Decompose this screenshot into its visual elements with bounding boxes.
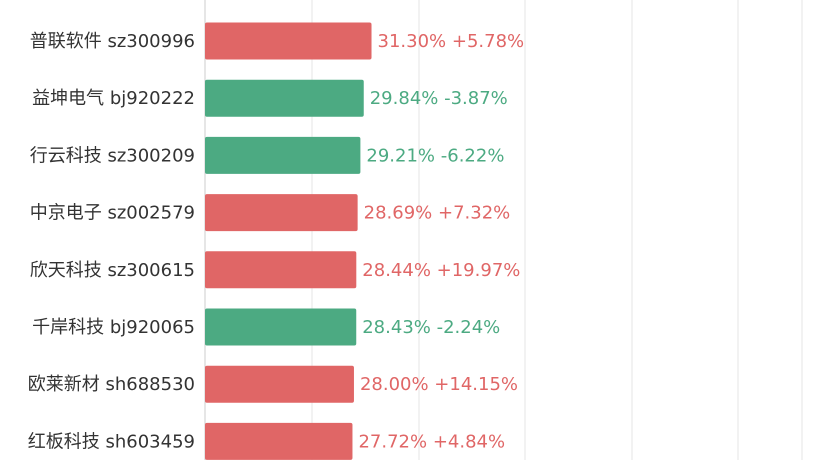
value-label: 28.44% +19.97% (362, 260, 520, 281)
value-label: 28.43% -2.24% (362, 317, 500, 338)
bar-2 (205, 136, 361, 174)
value-label: 29.21% -6.22% (366, 145, 504, 166)
value-label: 28.69% +7.32% (364, 203, 511, 224)
value-labels: 31.30% +5.78% 29.84% -3.87% 29.21% -6.22% 2… (358, 31, 524, 452)
category-labels: 普联软件 sz300996 益坤电气 bj920222 行云科技 sz300209 中… (28, 31, 195, 452)
category-label: 普联软件 sz300996 (30, 31, 195, 52)
category-label: 欧莱新材 sh688530 (28, 374, 195, 395)
bar-4 (205, 251, 357, 289)
category-label: 红板科技 sh603459 (28, 431, 195, 452)
bar-6 (205, 365, 354, 403)
value-label: 31.30% +5.78% (378, 31, 525, 52)
bar-group (205, 22, 372, 460)
category-label: 行云科技 sz300209 (30, 145, 195, 166)
bar-3 (205, 194, 358, 232)
value-label: 29.84% -3.87% (370, 88, 508, 109)
grid-lines (204, 0, 803, 460)
category-label: 益坤电气 bj920222 (32, 88, 195, 109)
bar-7 (205, 422, 353, 460)
bar-0 (205, 22, 372, 60)
bar-1 (205, 79, 364, 117)
category-label: 千岸科技 bj920065 (32, 317, 195, 338)
bar-5 (205, 308, 357, 346)
category-label: 中京电子 sz002579 (30, 203, 195, 224)
value-label: 27.72% +4.84% (358, 431, 505, 452)
value-label: 28.00% +14.15% (360, 374, 518, 395)
category-label: 欣天科技 sz300615 (30, 260, 195, 281)
